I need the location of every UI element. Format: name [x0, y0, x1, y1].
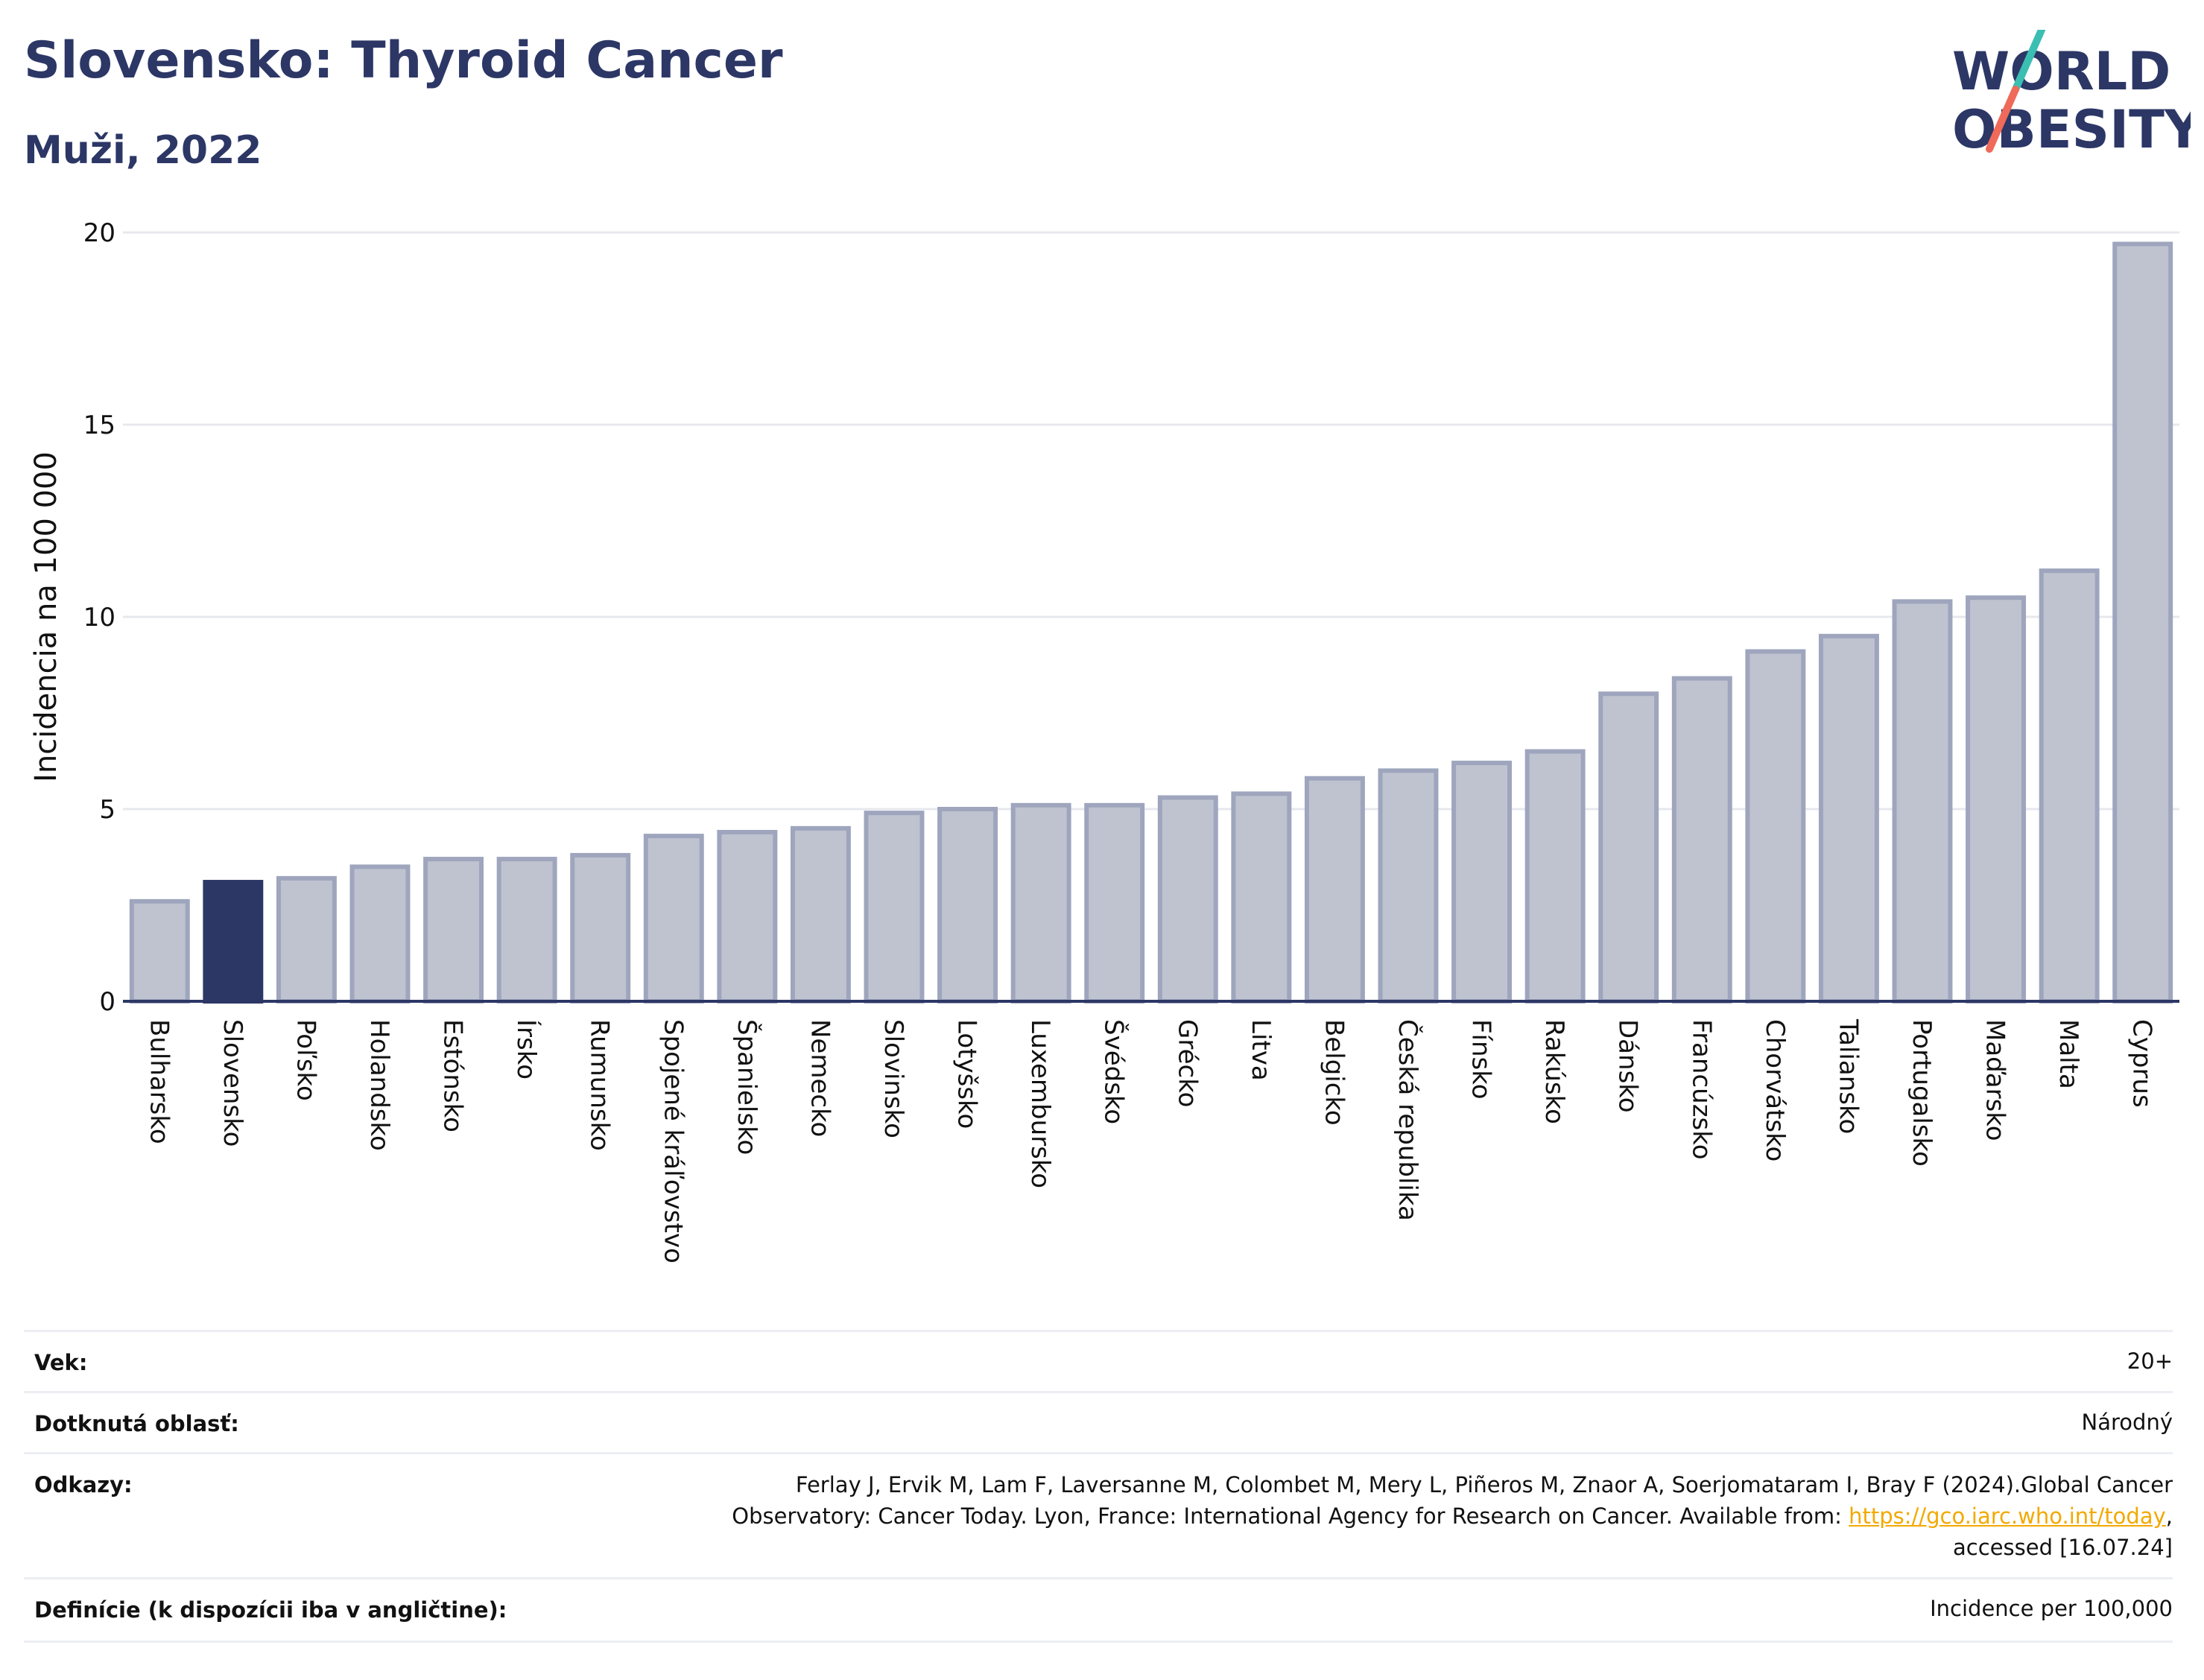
bar	[790, 825, 851, 1004]
bar-chart: 0 5 10 15 20 Incidencia na 100 000 Bulharsko Sl…	[29, 218, 2179, 1264]
x-tick-label: Portugalsko	[1907, 1019, 1937, 1167]
refs-line-2-end: ,	[2165, 1503, 2173, 1529]
meta-row-definitions: Definície (k dispozícii iba v angličtine…	[24, 1577, 2173, 1643]
bar	[1671, 676, 1732, 1004]
bar	[643, 834, 704, 1004]
world-obesity-logo: WORLD OBESITY	[1952, 30, 2191, 160]
logo-text-world: WORLD	[1952, 41, 2170, 102]
x-tick-label: Taliansko	[1833, 1018, 1863, 1134]
y-tick-label: 0	[99, 987, 115, 1017]
x-tick-label: Maďarsko	[1980, 1019, 2010, 1141]
y-tick-label: 5	[99, 795, 115, 825]
x-tick-label: Írsko	[511, 1019, 542, 1080]
bar	[1010, 802, 1071, 1004]
gco-link[interactable]: https://gco.iarc.who.int/today	[1849, 1503, 2166, 1529]
x-tick-label: Chorvátsko	[1760, 1019, 1790, 1161]
bar	[423, 857, 484, 1004]
bar	[1157, 795, 1218, 1004]
x-tick-label: Česká republika	[1393, 1019, 1423, 1221]
metadata-table: Vek: 20+ Dotknutá oblasť: Národný Odkazy…	[24, 1330, 2173, 1643]
bar	[2112, 241, 2173, 1004]
bar	[1451, 761, 1513, 1004]
x-tick-label: Cyprus	[2127, 1019, 2157, 1108]
meta-row-references: Odkazy: Ferlay J, Ervik M, Lam F, Lavers…	[24, 1452, 2173, 1578]
bar	[1378, 768, 1439, 1004]
bar	[276, 875, 337, 1004]
bar	[1524, 749, 1586, 1004]
bar	[349, 864, 411, 1004]
x-tick-label: Španielsko	[732, 1019, 762, 1155]
bar	[717, 829, 778, 1004]
bar	[1892, 599, 1953, 1004]
x-tick-label: Švédsko	[1099, 1019, 1130, 1124]
refs-label: Odkazy:	[34, 1472, 133, 1497]
bar	[203, 880, 264, 1004]
bar	[496, 857, 557, 1004]
bar	[1231, 791, 1292, 1004]
x-tick-label: Slovinsko	[878, 1019, 908, 1138]
area-value: Národný	[2081, 1410, 2173, 1435]
x-tick-label: Rumunsko	[585, 1019, 615, 1151]
refs-line-2: Observatory: Cancer Today. Lyon, France:…	[732, 1500, 2173, 1532]
x-tick-label: Malta	[2053, 1019, 2083, 1089]
refs-line-3: accessed [16.07.24]	[1953, 1535, 2173, 1560]
meta-row-area: Dotknutá oblasť: Národný	[24, 1391, 2173, 1453]
bar	[1304, 776, 1365, 1004]
x-tick-label: Dánsko	[1613, 1019, 1643, 1113]
x-tick-label: Luxembursko	[1025, 1019, 1055, 1188]
bar	[570, 852, 631, 1004]
bar	[937, 807, 998, 1004]
definitions-value: Incidence per 100,000	[1930, 1596, 2173, 1621]
x-tick-label: Bulharsko	[144, 1019, 174, 1144]
bar	[1598, 691, 1659, 1004]
x-tick-label: Holandsko	[364, 1019, 394, 1151]
meta-row-age: Vek: 20+	[24, 1330, 2173, 1392]
bar	[1745, 649, 1806, 1004]
logo-slash-bottom	[1986, 86, 2019, 153]
x-tick-label: Lotyšsko	[952, 1019, 982, 1129]
bar	[129, 898, 190, 1004]
x-tick-label: Slovensko	[218, 1019, 247, 1147]
x-tick-label: Litva	[1246, 1019, 1276, 1081]
x-tick-label: Belgicko	[1319, 1019, 1349, 1126]
age-label: Vek:	[34, 1350, 88, 1375]
x-tick-label: Fínsko	[1466, 1019, 1496, 1100]
bar	[1084, 802, 1145, 1004]
x-tick-label: Grécko	[1172, 1019, 1202, 1107]
area-label: Dotknutá oblasť:	[34, 1411, 239, 1436]
bar	[1818, 633, 1879, 1004]
bar	[1966, 595, 2027, 1004]
definitions-label: Definície (k dispozícii iba v angličtine…	[34, 1597, 507, 1623]
x-tick-label: Poľsko	[291, 1019, 320, 1101]
x-tick-label: Spojené kráľovstvo	[658, 1019, 688, 1264]
chart-subtitle: Muži, 2022	[24, 128, 262, 173]
x-tick-label: Nemecko	[805, 1019, 835, 1137]
y-tick-label: 15	[83, 411, 115, 440]
bar	[864, 811, 925, 1004]
bar	[2039, 568, 2100, 1004]
refs-line-2-text: Observatory: Cancer Today. Lyon, France:…	[732, 1503, 1849, 1529]
y-tick-label: 10	[83, 603, 115, 633]
logo-slash-top	[2012, 30, 2045, 93]
refs-value: Ferlay J, Ervik M, Lam F, Laversanne M, …	[732, 1469, 2173, 1563]
refs-line-1: Ferlay J, Ervik M, Lam F, Laversanne M, …	[795, 1472, 2173, 1497]
x-tick-label: Estónsko	[438, 1019, 468, 1132]
x-tick-label: Rakúsko	[1539, 1019, 1569, 1124]
y-axis-label: Incidencia na 100 000	[29, 451, 63, 782]
x-tick-label: Francúzsko	[1686, 1019, 1716, 1160]
y-tick-label: 20	[83, 218, 115, 248]
chart-title: Slovensko: Thyroid Cancer	[24, 31, 783, 90]
age-value: 20+	[2127, 1348, 2173, 1374]
